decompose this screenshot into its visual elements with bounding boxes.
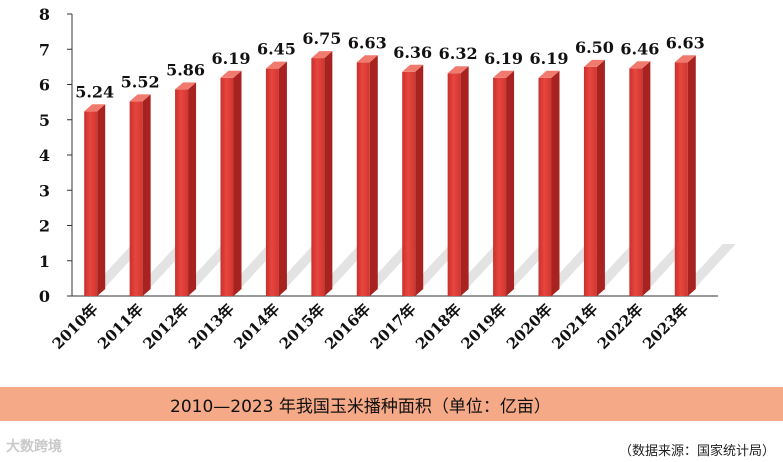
value-labels: 5.24 5.52 5.86 6.19 6.45 6.75 6.63 6.36 6.32 6.19… (75, 29, 705, 101)
value-label: 6.19 (530, 49, 569, 68)
bar-top (447, 66, 469, 74)
value-label: 6.46 (620, 39, 659, 58)
bar-top (220, 70, 242, 78)
y-tick-label: 0 (39, 287, 50, 306)
value-label: 6.32 (439, 44, 478, 63)
x-category-label: 2023年 (639, 300, 692, 353)
bar-top (493, 70, 515, 78)
y-tick-label: 5 (39, 111, 50, 130)
value-label: 6.63 (666, 33, 705, 52)
bar-side (460, 66, 469, 296)
y-tick-label: 3 (39, 181, 50, 200)
bar-top (129, 94, 151, 102)
chart-caption: 2010—2023 年我国玉米播种面积（单位：亿亩） (170, 396, 551, 417)
bar-side (687, 55, 696, 297)
bar-top (402, 64, 424, 72)
x-category-label: 2021年 (548, 300, 601, 353)
x-category-label: 2016年 (321, 300, 374, 353)
value-label: 6.75 (302, 29, 341, 48)
x-category-label: 2015年 (276, 300, 329, 353)
x-category-label: 2014年 (230, 300, 283, 353)
bar (447, 73, 461, 296)
bar-top (175, 82, 197, 90)
value-label: 5.86 (166, 60, 205, 79)
bar-side (142, 94, 151, 296)
x-category-label: 2011年 (94, 300, 147, 353)
bar (220, 77, 234, 297)
value-label: 6.36 (393, 43, 432, 62)
caption-band: 2010—2023 年我国玉米播种面积（单位：亿亩） (0, 387, 783, 421)
bar-top (674, 55, 696, 63)
x-category-label: 2010年 (49, 300, 102, 353)
x-category-label: 2019年 (458, 300, 511, 353)
bar (538, 77, 552, 297)
x-category-label: 2017年 (367, 300, 420, 353)
y-tick-label: 2 (39, 217, 50, 236)
bar (175, 89, 189, 296)
value-label: 6.63 (348, 33, 387, 52)
bar (583, 66, 597, 296)
bar-top (538, 70, 560, 78)
bar (265, 68, 279, 296)
y-tick-label: 4 (39, 146, 50, 165)
value-label: 5.52 (121, 72, 160, 91)
x-category-label: 2022年 (594, 300, 647, 353)
bar-top (265, 61, 287, 69)
y-tick-label: 6 (39, 76, 50, 95)
bar-side (642, 61, 651, 296)
bar (356, 62, 370, 297)
y-tick-label: 8 (39, 5, 50, 24)
value-label: 6.45 (257, 40, 296, 59)
x-category-label: 2013年 (185, 300, 238, 353)
bar (402, 71, 416, 296)
value-label: 6.50 (575, 38, 614, 57)
x-category-label: 2020年 (503, 300, 556, 353)
x-category-label: 2012年 (140, 300, 193, 353)
bar (129, 101, 143, 296)
value-label: 5.24 (75, 82, 114, 101)
bars (84, 51, 696, 297)
value-label: 6.19 (212, 49, 251, 68)
bar-top (629, 61, 651, 69)
bar-top (583, 59, 605, 67)
bar-side (551, 70, 560, 297)
bar-top (84, 104, 106, 112)
y-tick-label: 1 (39, 252, 50, 271)
bar-side (596, 59, 605, 296)
bar-side (415, 64, 424, 296)
y-tick-labels: 0 1 2 3 4 5 6 7 8 (39, 5, 72, 306)
data-source: （数据来源：国家统计局） (618, 444, 775, 459)
bar-side (188, 82, 197, 296)
watermark-logo: 大数跨境 (6, 439, 62, 455)
bar-side (278, 61, 287, 297)
y-tick-label: 7 (39, 40, 50, 59)
value-label: 6.19 (484, 49, 523, 68)
bar (629, 68, 643, 296)
bar (493, 77, 507, 297)
bar-side (506, 70, 515, 297)
bar-chart: 0 1 2 3 4 5 6 7 8 2010年2011年2012年2013年2014年2015年… (39, 5, 736, 353)
bar-side (324, 51, 333, 296)
bar (311, 58, 325, 296)
x-category-label: 2018年 (412, 300, 465, 353)
bar-side (233, 70, 242, 297)
bar-side (97, 104, 106, 296)
x-category-labels: 2010年2011年2012年2013年2014年2015年2016年2017年… (49, 300, 692, 353)
bar-side (369, 55, 378, 297)
bar (84, 111, 98, 296)
bar (674, 62, 688, 297)
bar-top (356, 55, 378, 63)
bar-top (311, 51, 333, 59)
